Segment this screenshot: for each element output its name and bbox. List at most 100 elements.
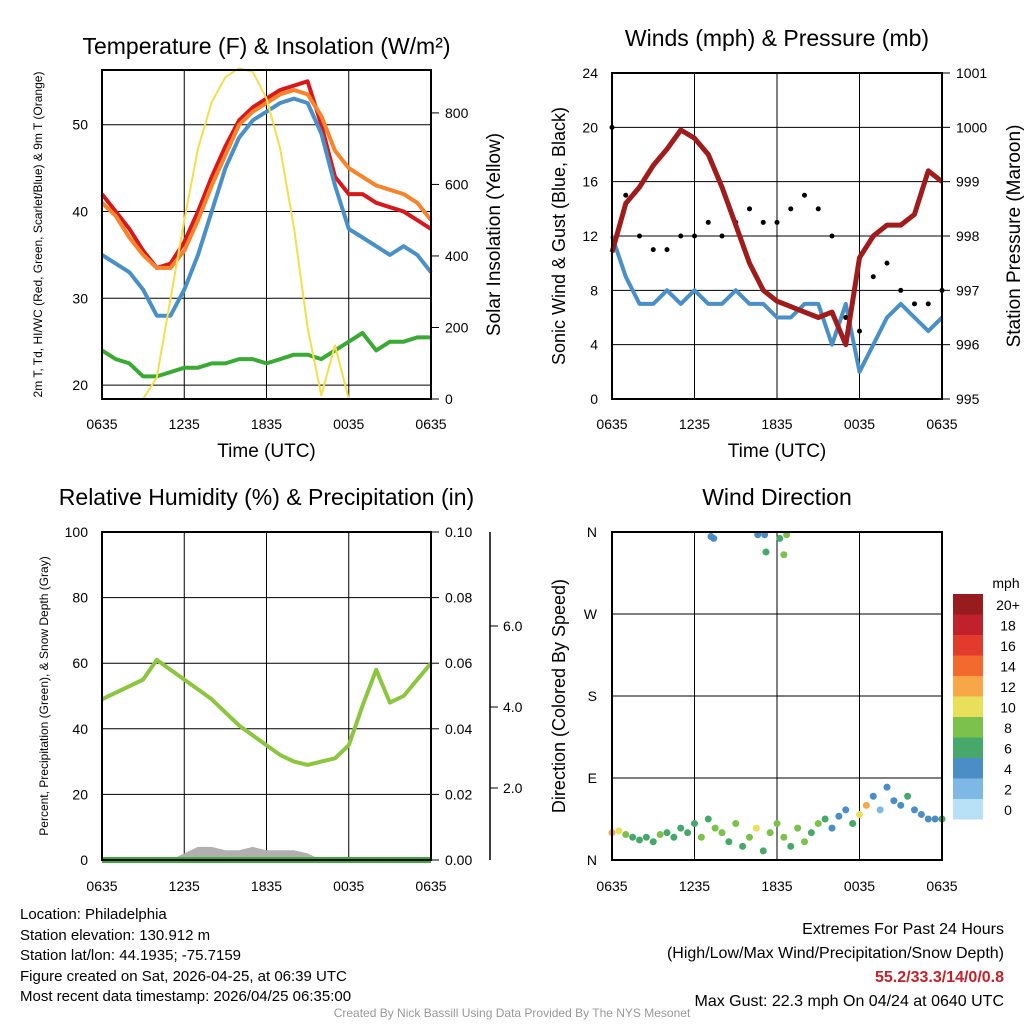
- wind-direction-point: [746, 833, 753, 841]
- chart-3-frame: [611, 531, 943, 861]
- gust-point: [829, 233, 835, 239]
- legend-swatch: [953, 737, 983, 758]
- legend-swatch: [953, 696, 983, 717]
- wind-direction-point: [710, 534, 718, 542]
- x-tick-label: 1835: [761, 416, 792, 432]
- gust-point: [898, 287, 904, 293]
- y3-tick-label: 2.0: [503, 780, 523, 796]
- gust-point: [637, 233, 642, 239]
- chart-1-xlabel: Time (UTC): [728, 441, 827, 462]
- wind-direction-point: [869, 792, 877, 800]
- legend-swatch: [953, 717, 983, 738]
- relative-humidity-line: [101, 657, 433, 767]
- wind-direction-point: [656, 830, 664, 838]
- 9m-t-line: [100, 88, 433, 270]
- y-tick-label: S: [588, 688, 597, 704]
- y-tick-label: 0: [80, 852, 88, 868]
- chart-1-y2label: Station Pressure (Maroon): [1004, 125, 1024, 348]
- wind-direction-point: [670, 833, 678, 841]
- wind-direction-point: [704, 815, 712, 823]
- wind-direction-point: [801, 838, 808, 846]
- y3-tick-label: 6.0: [503, 618, 523, 634]
- chart-2-frame: [101, 531, 432, 861]
- wind-direction-point: [739, 842, 747, 850]
- wind-direction-point: [766, 829, 774, 837]
- wind-direction-point: [691, 820, 698, 828]
- chart-0-title: Temperature (F) & Insolation (W/m²): [82, 33, 450, 59]
- x-tick-label: 0635: [926, 416, 957, 432]
- wind-direction-point: [849, 820, 857, 828]
- elevation-text: Station elevation: 130.912 m: [20, 926, 211, 944]
- x-tick-label: 0035: [333, 416, 364, 432]
- wind-direction-point: [649, 838, 657, 846]
- x-tick-label: 1835: [251, 878, 282, 894]
- chart-0-xlabel: Time (UTC): [217, 441, 316, 462]
- y-tick-label: 40: [72, 721, 88, 737]
- y2-tick-label: 997: [956, 282, 980, 298]
- y2-tick-label: 0: [445, 391, 453, 407]
- y2-tick-label: 0.08: [445, 590, 472, 606]
- wind-direction-point: [773, 820, 781, 828]
- gust-point: [719, 233, 725, 239]
- y2-tick-label: 1001: [956, 65, 987, 81]
- wind-direction-point: [663, 829, 671, 837]
- gust-point: [760, 219, 766, 225]
- legend-label: 0: [1004, 802, 1012, 818]
- y-tick-label: 30: [72, 290, 88, 306]
- gust-point: [678, 233, 684, 239]
- wind-direction-point: [762, 548, 770, 556]
- y2-tick-label: 995: [956, 391, 980, 407]
- wind-direction-point: [615, 827, 623, 835]
- y-tick-label: 20: [72, 377, 88, 393]
- x-tick-label: 0635: [86, 416, 117, 432]
- location-text: Location: Philadelphia: [20, 906, 167, 923]
- chart-0-ylabel: 2m T, Td, HI/WC (Red, Green, Scarlet/Blu…: [31, 72, 45, 398]
- gust-point: [650, 247, 656, 253]
- gust-point: [815, 206, 821, 212]
- wind-direction-point: [787, 842, 795, 850]
- latlon-text: Station lat/lon: 44.1935; -75.7159: [20, 947, 242, 964]
- x-tick-label: 0635: [415, 416, 446, 432]
- y2-tick-label: 0.06: [445, 655, 472, 671]
- y2-tick-label: 800: [445, 105, 469, 121]
- legend-swatch: [953, 635, 983, 656]
- y-tick-label: E: [588, 770, 597, 786]
- y2-tick-label: 0.04: [445, 721, 472, 737]
- extremes-subtitle: (High/Low/Max Wind/Precipitation/Snow De…: [666, 945, 1004, 962]
- x-tick-label: 1235: [169, 878, 200, 894]
- gust-point: [884, 260, 890, 266]
- legend-label: 20+: [996, 597, 1020, 613]
- wind-direction-point: [862, 801, 870, 809]
- legend-swatch: [953, 614, 983, 635]
- wind-direction-point: [924, 815, 932, 823]
- chart-2-title: Relative Humidity (%) & Precipitation (i…: [59, 484, 474, 510]
- y-tick-label: N: [587, 524, 597, 540]
- wind-direction-point: [642, 833, 650, 841]
- y2-tick-label: 999: [956, 174, 980, 190]
- wind-direction-point: [752, 824, 760, 832]
- wind-direction-point: [759, 847, 767, 855]
- gust-point: [857, 328, 862, 334]
- gust-point: [925, 301, 931, 307]
- x-tick-label: 1235: [679, 878, 710, 894]
- wind-direction-point: [636, 836, 643, 844]
- gust-point: [747, 206, 752, 212]
- chart-1-title: Winds (mph) & Pressure (mb): [625, 25, 929, 51]
- legend-label: 10: [1000, 700, 1016, 716]
- chart-3-title: Wind Direction: [702, 484, 852, 510]
- legend-label: 18: [1000, 618, 1016, 634]
- y2-tick-label: 600: [445, 176, 469, 192]
- x-tick-label: 1235: [679, 416, 710, 432]
- wind-direction-point: [807, 829, 815, 837]
- x-tick-label: 0035: [844, 416, 875, 432]
- wind-direction-point: [677, 824, 685, 832]
- y-tick-label: 8: [590, 282, 598, 298]
- y2-tick-label: 1000: [956, 119, 987, 135]
- y2-tick-label: 998: [956, 228, 980, 244]
- y-tick-label: W: [584, 606, 598, 622]
- wind-direction-point: [890, 797, 898, 805]
- wind-direction-point: [842, 806, 850, 814]
- wind-direction-point: [814, 820, 822, 828]
- gust-point: [705, 219, 711, 225]
